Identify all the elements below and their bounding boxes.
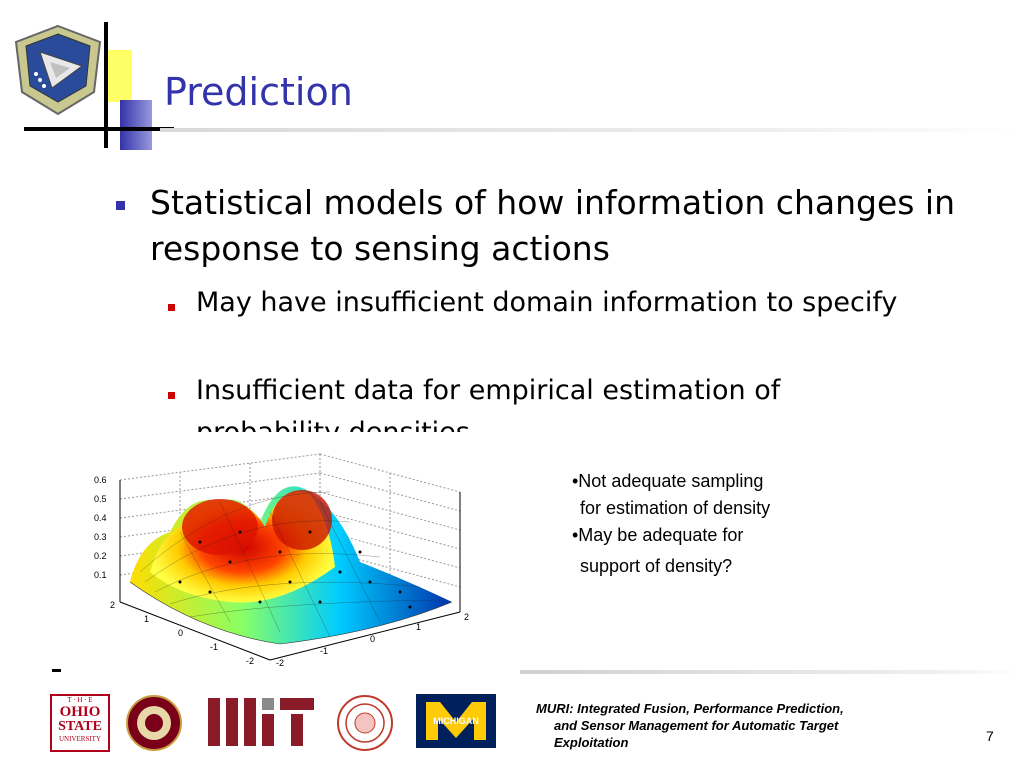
sub-bullet-marker <box>168 392 175 399</box>
header-blue-block <box>120 100 152 150</box>
x-tick: 0 <box>178 628 183 638</box>
cornell-seal <box>337 695 393 751</box>
x-tick: 1 <box>144 614 149 624</box>
z-tick: 0.4 <box>94 513 107 523</box>
footer-line: and Sensor Management for Automatic Targ… <box>554 718 839 733</box>
header-yellow-block <box>108 50 132 102</box>
footer-line: MURI: Integrated Fusion, Performance Pre… <box>536 701 844 716</box>
x-tick: 2 <box>110 600 115 610</box>
surface-plot: 0.6 0.5 0.4 0.3 0.2 0.1 2 1 0 -1 -2 -2 -… <box>80 432 490 670</box>
sub-bullet-text: May have insufficient domain information… <box>196 287 898 318</box>
y-tick: -1 <box>320 646 328 656</box>
bullet-marker <box>116 201 125 210</box>
sub-bullet-marker <box>168 304 175 311</box>
header-vertical-bar <box>104 22 108 148</box>
z-tick: 0.2 <box>94 551 107 561</box>
footer-rule <box>520 670 1020 674</box>
note-line: support of density? <box>580 556 733 576</box>
footer-dash <box>52 669 61 672</box>
x-tick: -2 <box>246 656 254 666</box>
michigan-logo: MICHIGAN <box>416 694 496 748</box>
y-tick: -2 <box>276 658 284 668</box>
y-tick: 0 <box>370 634 375 644</box>
footer-caption: MURI: Integrated Fusion, Performance Pre… <box>536 700 916 751</box>
afrl-logo <box>14 24 102 116</box>
header-horizontal-bar <box>24 127 174 131</box>
note-line: •Not adequate sampling <box>572 471 764 491</box>
mit-logo <box>208 698 314 746</box>
note-line: for estimation of density <box>580 498 771 518</box>
florida-state-seal <box>126 695 182 751</box>
z-tick: 0.6 <box>94 475 107 485</box>
title-underline <box>160 128 1020 132</box>
y-tick: 2 <box>464 612 469 622</box>
footer-line: Exploitation <box>554 735 629 750</box>
x-tick: -1 <box>210 642 218 652</box>
z-tick: 0.5 <box>94 494 107 504</box>
z-tick: 0.1 <box>94 570 107 580</box>
z-tick: 0.3 <box>94 532 107 542</box>
ohio-state-logo: T · H · E OHIO STATE UNIVERSITY <box>50 694 110 752</box>
main-bullet-text: Statistical models of how information ch… <box>150 183 956 268</box>
note-line: •May be adequate for <box>572 525 744 545</box>
page-number: 7 <box>986 728 994 744</box>
slide-title: Prediction <box>164 70 353 114</box>
y-tick: 1 <box>416 622 421 632</box>
